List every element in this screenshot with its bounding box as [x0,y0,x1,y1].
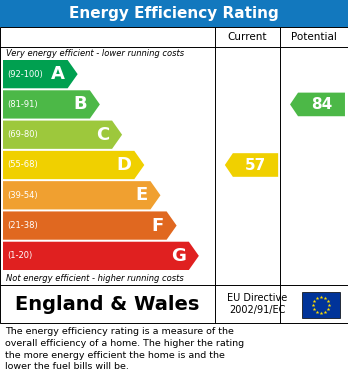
Text: B: B [73,95,87,113]
Text: (39-54): (39-54) [7,191,38,200]
Text: Potential: Potential [291,32,337,42]
Text: 57: 57 [245,158,266,172]
Bar [0,27,348,323]
Text: Current: Current [228,32,267,42]
Text: Energy Efficiency Rating: Energy Efficiency Rating [69,6,279,21]
Text: D: D [116,156,131,174]
Polygon shape [3,151,144,179]
Polygon shape [3,90,100,118]
Text: Not energy efficient - higher running costs: Not energy efficient - higher running co… [6,274,184,283]
Polygon shape [225,153,278,177]
Polygon shape [290,93,345,116]
Polygon shape [3,181,160,210]
Text: C: C [96,126,109,144]
Bar [302,292,340,318]
Text: F: F [151,217,164,235]
Text: (55-68): (55-68) [7,160,38,170]
Text: England & Wales: England & Wales [15,294,200,314]
Polygon shape [3,120,122,149]
Text: (69-80): (69-80) [7,130,38,139]
Polygon shape [3,242,199,270]
Polygon shape [3,60,78,88]
Text: (92-100): (92-100) [7,70,43,79]
Text: (21-38): (21-38) [7,221,38,230]
Text: E: E [135,186,148,204]
Text: (81-91): (81-91) [7,100,38,109]
Text: 84: 84 [311,97,332,112]
Polygon shape [3,212,177,240]
Text: Very energy efficient - lower running costs: Very energy efficient - lower running co… [6,49,184,58]
Text: EU Directive
2002/91/EC: EU Directive 2002/91/EC [227,293,288,315]
Text: G: G [171,247,186,265]
Bar [0,27,348,323]
Text: The energy efficiency rating is a measure of the
overall efficiency of a home. T: The energy efficiency rating is a measur… [5,327,244,371]
Bar [0,0,348,27]
Text: (1-20): (1-20) [7,251,32,260]
Text: A: A [51,65,65,83]
